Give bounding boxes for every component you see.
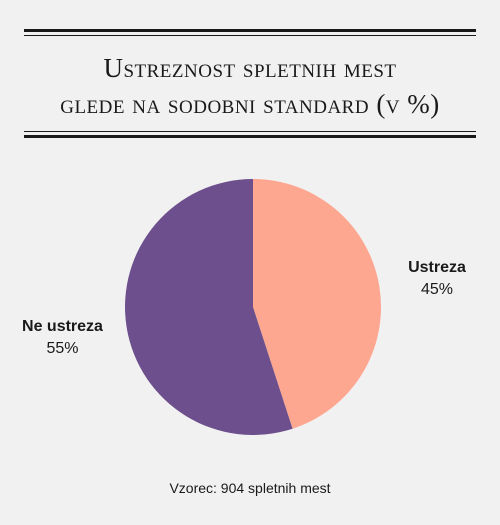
top-rule-thick (24, 29, 476, 32)
top-rule-thin (24, 35, 476, 36)
slice-label-ne-ustreza-value: 55% (46, 340, 79, 357)
slice-label-ne-ustreza-name: Ne ustreza (22, 318, 103, 335)
slice-label-ne-ustreza: Ne ustreza 55% (10, 316, 115, 360)
bottom-rule-thin (24, 131, 476, 132)
pie-slice-ne-ustreza (125, 179, 293, 435)
slice-label-ustreza-name: Ustreza (408, 259, 466, 276)
sample-note: Vzorec: 904 spletnih mest (169, 480, 331, 496)
chart-title-line-2: glede na sodobni standard (v %) (60, 89, 440, 119)
chart-title: Ustreznost spletnih mest glede na sodobn… (0, 50, 500, 122)
pie-slice-ustreza (253, 179, 382, 429)
chart-title-line-1: Ustreznost spletnih mest (103, 53, 397, 83)
bottom-rule-thick (24, 135, 476, 138)
slice-label-ustreza-value: 45% (420, 281, 454, 298)
slice-label-ustreza: Ustreza 45% (392, 257, 482, 301)
